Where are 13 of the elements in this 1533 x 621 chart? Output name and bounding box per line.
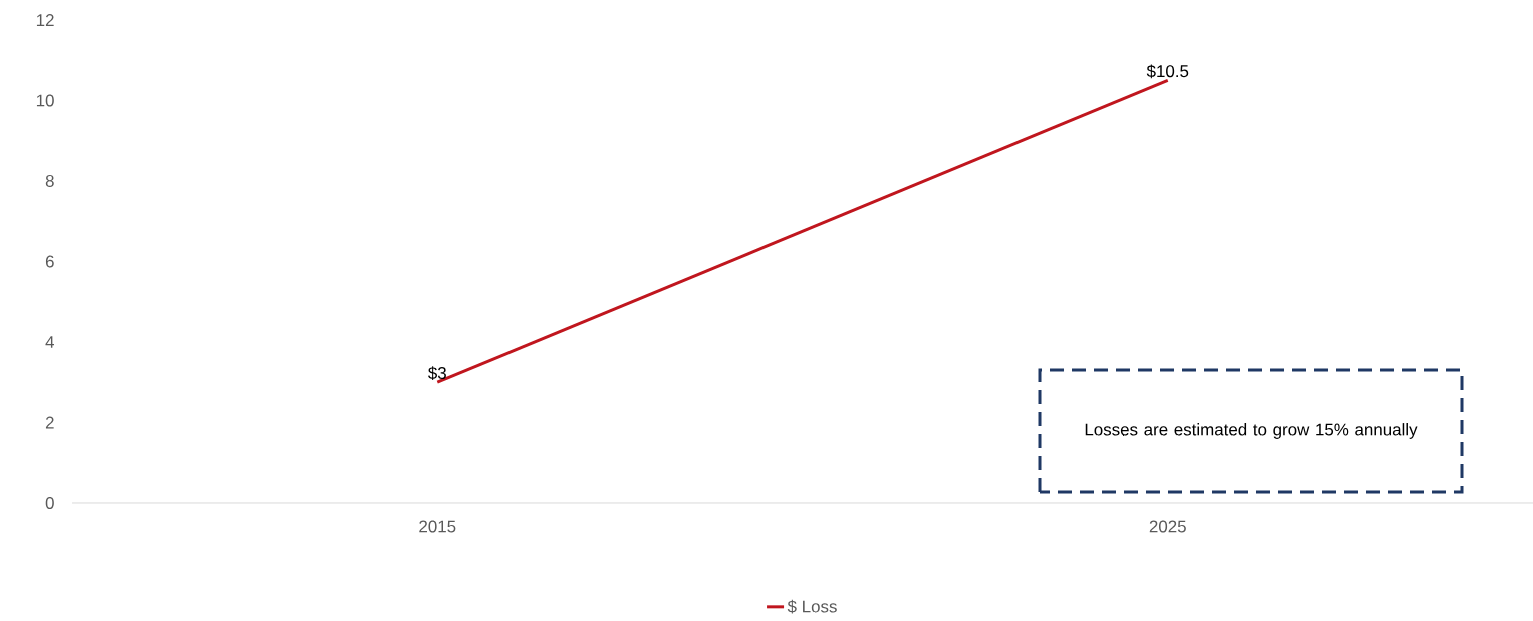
y-tick-label: 6: [45, 255, 54, 268]
y-tick-label: 0: [45, 496, 54, 509]
y-tick-label: 12: [36, 14, 54, 26]
legend-label: $ Loss: [787, 599, 837, 614]
annotation: Losses are estimated to grow 15% annually: [1085, 423, 1418, 439]
y-tick-label: 4: [45, 336, 54, 348]
x-tick-label: 2025: [1149, 520, 1186, 533]
data-label: $3: [428, 366, 446, 381]
data-label: $10.5: [1146, 64, 1189, 79]
y-tick-label: 8: [45, 174, 54, 187]
x-tick-label: 2015: [419, 520, 456, 533]
y-tick-label: 2: [45, 416, 54, 429]
y-tick-label: 10: [36, 94, 54, 107]
